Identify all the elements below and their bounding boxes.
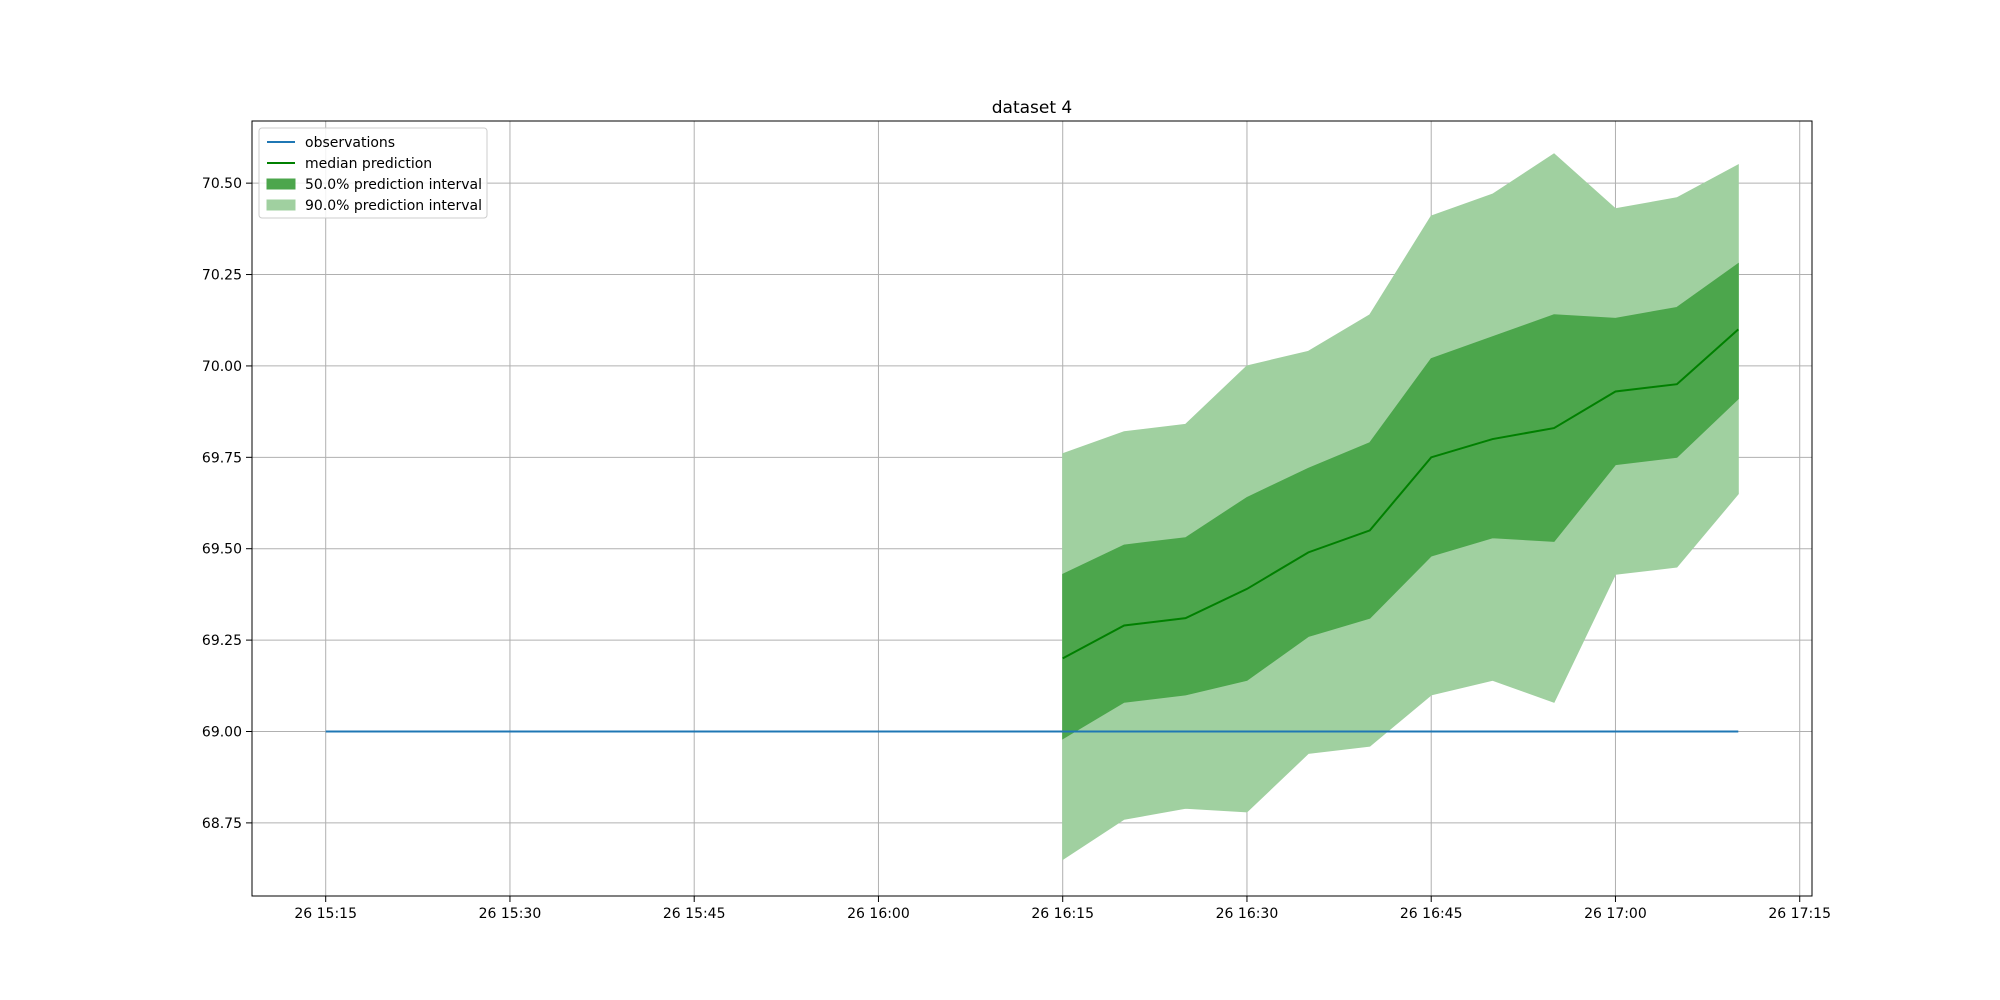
x-tick-label: 26 15:15 — [294, 906, 357, 922]
x-tick-label: 26 16:15 — [1031, 906, 1094, 922]
plot-frame — [251, 120, 1813, 897]
legend-label: median prediction — [305, 156, 432, 172]
series-lines — [325, 328, 1739, 733]
x-tick-label: 26 15:45 — [663, 906, 726, 922]
y-tick-label: 69.50 — [202, 542, 242, 558]
legend-patch-swatch — [266, 178, 296, 190]
interval-50-area — [1062, 262, 1739, 740]
legend-box — [258, 127, 488, 219]
x-tick-label: 26 17:15 — [1768, 906, 1831, 922]
x-tick-label: 26 17:00 — [1584, 906, 1647, 922]
y-tick-label: 69.00 — [202, 724, 242, 740]
legend-patch-swatch — [266, 199, 296, 211]
y-tick-label: 70.00 — [202, 359, 242, 375]
axes: 26 15:15 26 15:30 26 15:45 26 16:00 26 16:15… — [202, 120, 1831, 922]
chart-title: dataset 4 — [992, 98, 1073, 118]
y-tick-label: 69.75 — [202, 450, 242, 466]
legend-label: 50.0% prediction interval — [305, 177, 482, 193]
x-tick-label: 26 16:00 — [847, 906, 910, 922]
y-tick-label: 69.25 — [202, 633, 242, 649]
x-tick-label: 26 16:45 — [1400, 906, 1463, 922]
x-tick-label: 26 16:30 — [1216, 906, 1279, 922]
legend-label: observations — [305, 135, 395, 151]
legend: observations median prediction 50.0% predi… — [258, 127, 488, 219]
legend-label: 90.0% prediction interval — [305, 198, 482, 214]
y-tick-label: 70.25 — [202, 268, 242, 284]
x-tick-label: 26 15:30 — [479, 906, 542, 922]
median-prediction-line — [1062, 328, 1739, 660]
y-tick-label: 68.75 — [202, 816, 242, 832]
interval-50-band — [1062, 262, 1739, 740]
y-tick-label: 70.50 — [202, 176, 242, 192]
